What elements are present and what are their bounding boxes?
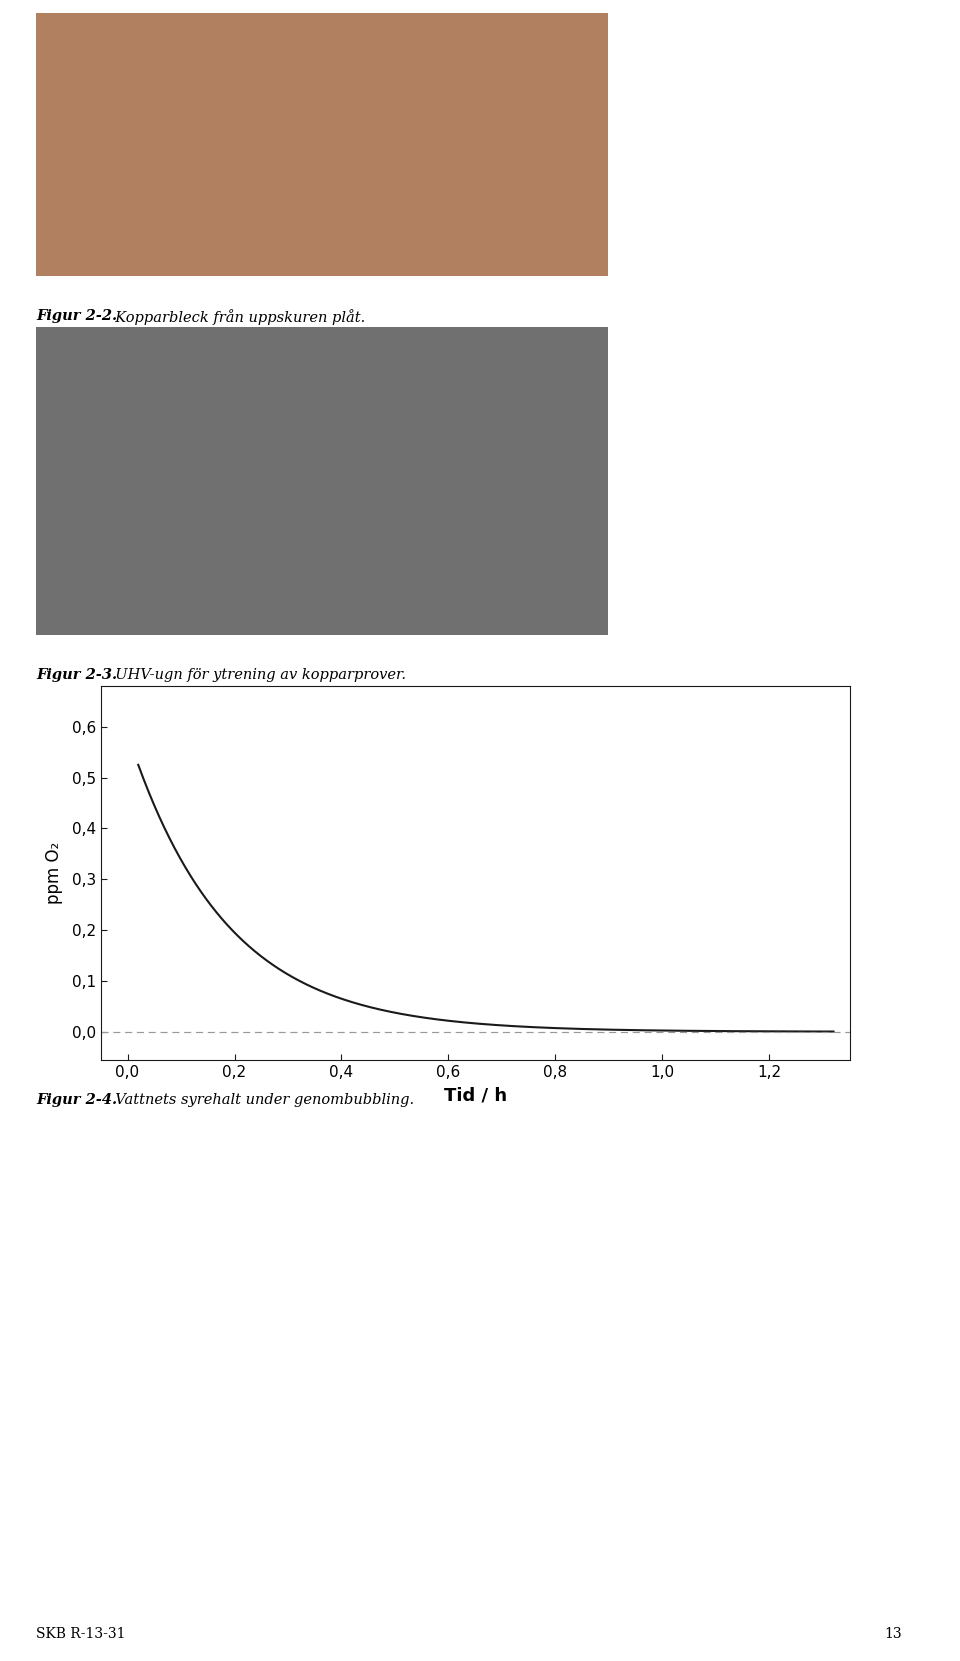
Text: Figur 2-2.: Figur 2-2. <box>36 309 118 322</box>
Y-axis label: ppm O₂: ppm O₂ <box>45 842 63 904</box>
X-axis label: Tid / h: Tid / h <box>444 1086 507 1105</box>
Text: 13: 13 <box>885 1628 902 1641</box>
Text: Vattnets syrehalt under genombubbling.: Vattnets syrehalt under genombubbling. <box>106 1093 414 1106</box>
Text: Figur 2-4.: Figur 2-4. <box>36 1093 118 1106</box>
Text: Kopparbleck från uppskuren plåt.: Kopparbleck från uppskuren plåt. <box>106 309 365 326</box>
Text: Figur 2-3.: Figur 2-3. <box>36 668 118 681</box>
Text: UHV-ugn för ytrening av kopparprover.: UHV-ugn för ytrening av kopparprover. <box>106 668 406 681</box>
Text: SKB R-13-31: SKB R-13-31 <box>36 1628 126 1641</box>
